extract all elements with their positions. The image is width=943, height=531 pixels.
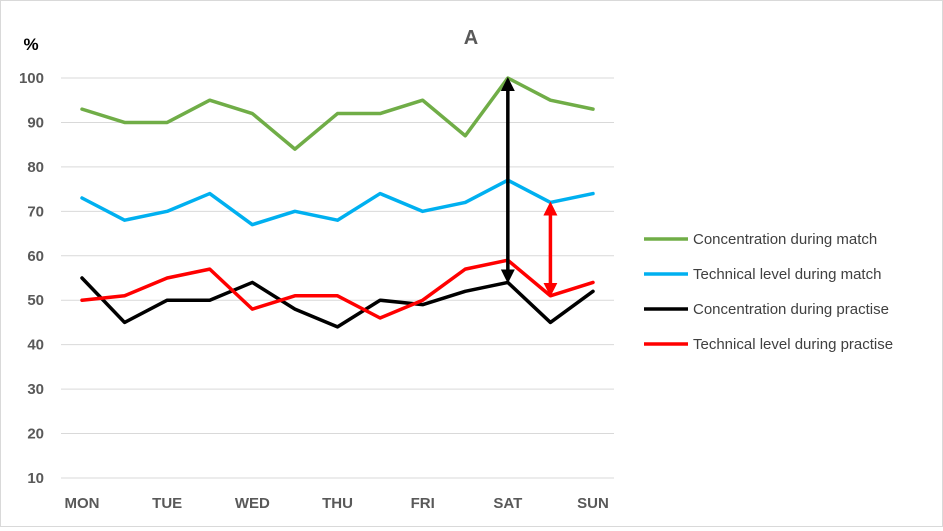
- x-tick-labels: MON TUE WED THU FRI SAT SUN: [65, 495, 609, 512]
- legend-label: Technical level during practise: [693, 336, 893, 353]
- legend: Concentration during match Technical leve…: [644, 231, 893, 353]
- y-tick-labels: 10 20 30 40 50 60 70 80 90 100: [19, 70, 44, 487]
- chart-title: A: [464, 27, 478, 49]
- y-tick-label: 60: [27, 248, 44, 265]
- gridlines: [61, 77, 614, 479]
- legend-label: Concentration during match: [693, 231, 877, 248]
- y-axis-label: %: [23, 35, 38, 54]
- x-tick-label: WED: [235, 495, 270, 512]
- series-line-2: [80, 178, 595, 227]
- x-tick-label: TUE: [152, 495, 182, 512]
- y-tick-label: 50: [27, 292, 44, 309]
- x-tick-label: THU: [322, 495, 353, 512]
- series-lines: [80, 76, 595, 329]
- legend-label: Concentration during practise: [693, 301, 889, 318]
- y-tick-label: 30: [27, 381, 44, 398]
- y-tick-label: 20: [27, 426, 44, 443]
- annotation-arrows: [500, 77, 558, 297]
- series-line-1: [80, 76, 595, 151]
- x-tick-label: MON: [65, 495, 100, 512]
- y-tick-label: 70: [27, 203, 44, 220]
- x-tick-label: SUN: [577, 495, 609, 512]
- y-tick-label: 90: [27, 114, 44, 131]
- series-line-3: [80, 276, 595, 329]
- y-tick-label: 10: [27, 470, 44, 487]
- y-tick-label: 40: [27, 337, 44, 354]
- x-tick-label: SAT: [493, 495, 522, 512]
- y-tick-label: 100: [19, 70, 44, 87]
- y-tick-label: 80: [27, 159, 44, 176]
- legend-label: Technical level during match: [693, 266, 881, 283]
- x-tick-label: FRI: [411, 495, 435, 512]
